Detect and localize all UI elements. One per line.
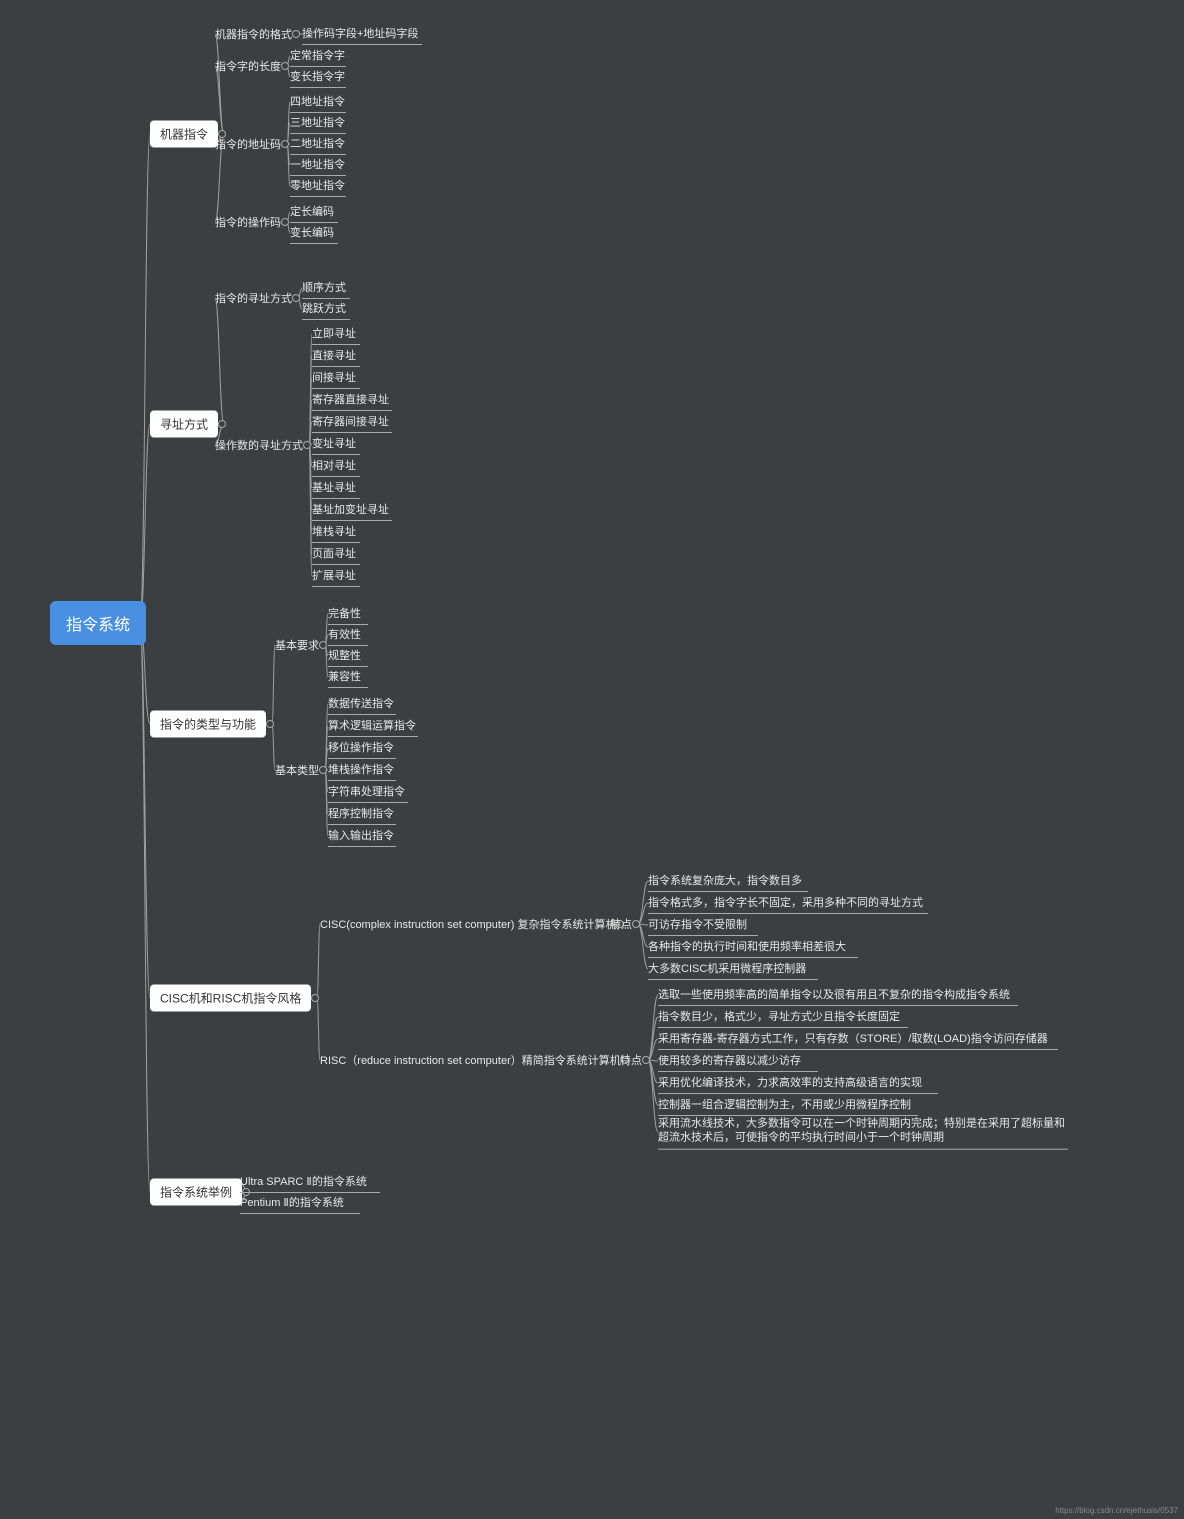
leaf-1-1-7[interactable]: 基址寻址 <box>312 479 360 497</box>
leaf-2-1-3[interactable]: 堆栈操作指令 <box>328 761 396 779</box>
leaf-0-2-1[interactable]: 三地址指令 <box>290 114 346 132</box>
mid-3-1[interactable]: RISC（reduce instruction set computer）精简指… <box>320 1052 621 1068</box>
leaf-3-1-1[interactable]: 指令数目少，格式少，寻址方式少且指令长度固定 <box>658 1008 908 1026</box>
node-dot <box>632 920 640 928</box>
leaf-1-1-4[interactable]: 寄存器间接寻址 <box>312 413 392 431</box>
leaf-2-0-2[interactable]: 规整性 <box>328 647 368 665</box>
leaf-1-1-5[interactable]: 变址寻址 <box>312 435 360 453</box>
leaf-1-1-11[interactable]: 扩展寻址 <box>312 567 360 585</box>
leaf-2-1-2[interactable]: 移位操作指令 <box>328 739 396 757</box>
leaf-0-1-1[interactable]: 变长指令字 <box>290 68 346 86</box>
leaf-1-1-9[interactable]: 堆栈寻址 <box>312 523 360 541</box>
leaf-0-3-1[interactable]: 变长编码 <box>290 224 338 242</box>
branch-2[interactable]: 指令的类型与功能 <box>150 711 266 738</box>
leaf-2-1-5[interactable]: 程序控制指令 <box>328 805 396 823</box>
watermark: https://blog.csdn.cn/ejethusis/0537 <box>1055 1506 1178 1515</box>
mid-2-1[interactable]: 基本类型 <box>275 762 319 778</box>
node-dot <box>218 420 226 428</box>
leaf-1-1-8[interactable]: 基址加变址寻址 <box>312 501 392 519</box>
node-dot <box>281 218 289 226</box>
leaf-0-2-3[interactable]: 一地址指令 <box>290 156 346 174</box>
branch-0[interactable]: 机器指令 <box>150 121 218 148</box>
leaf-2-1-4[interactable]: 字符串处理指令 <box>328 783 408 801</box>
leaf-3-1-3[interactable]: 使用较多的寄存器以减少访存 <box>658 1052 818 1070</box>
leaf-3-1-6[interactable]: 采用流水线技术，大多数指令可以在一个时钟周期内完成；特别是在采用了超标量和超流水… <box>658 1117 1068 1148</box>
leaf-4-0-1[interactable]: Pentium Ⅱ的指令系统 <box>240 1194 360 1212</box>
branch-1[interactable]: 寻址方式 <box>150 411 218 438</box>
leaf-2-1-0[interactable]: 数据传送指令 <box>328 695 396 713</box>
leaf-2-0-0[interactable]: 完备性 <box>328 605 368 623</box>
node-dot <box>319 641 327 649</box>
leaf-1-1-2[interactable]: 间接寻址 <box>312 369 360 387</box>
leaf-0-0-0[interactable]: 操作码字段+地址码字段 <box>302 25 422 43</box>
root-node[interactable]: 指令系统 <box>50 601 146 645</box>
node-dot <box>266 720 274 728</box>
branch-3[interactable]: CISC机和RISC机指令风格 <box>150 985 311 1012</box>
leaf-0-2-2[interactable]: 二地址指令 <box>290 135 346 153</box>
sub-3-0[interactable]: 特点 <box>610 916 632 932</box>
branch-4[interactable]: 指令系统举例 <box>150 1179 242 1206</box>
sub-3-1[interactable]: 特点 <box>620 1052 642 1068</box>
leaf-3-0-1[interactable]: 指令格式多，指令字长不固定，采用多种不同的寻址方式 <box>648 894 928 912</box>
leaf-1-1-6[interactable]: 相对寻址 <box>312 457 360 475</box>
node-dot <box>281 140 289 148</box>
mid-1-1[interactable]: 操作数的寻址方式 <box>215 437 303 453</box>
node-dot <box>311 994 319 1002</box>
leaf-3-0-3[interactable]: 各种指令的执行时间和使用频率相差很大 <box>648 938 858 956</box>
leaf-3-1-2[interactable]: 采用寄存器-寄存器方式工作，只有存数（STORE）/取数(LOAD)指令访问存储… <box>658 1030 1058 1048</box>
leaf-2-1-6[interactable]: 输入输出指令 <box>328 827 396 845</box>
leaf-1-1-3[interactable]: 寄存器直接寻址 <box>312 391 392 409</box>
mid-3-0[interactable]: CISC(complex instruction set computer) 复… <box>320 916 616 932</box>
node-dot <box>292 30 300 38</box>
leaf-3-0-4[interactable]: 大多数CISC机采用微程序控制器 <box>648 960 818 978</box>
leaf-1-0-0[interactable]: 顺序方式 <box>302 279 350 297</box>
mid-1-0[interactable]: 指令的寻址方式 <box>215 290 292 306</box>
leaf-2-0-1[interactable]: 有效性 <box>328 626 368 644</box>
leaf-3-1-0[interactable]: 选取一些使用频率高的简单指令以及很有用且不复杂的指令构成指令系统 <box>658 986 1018 1004</box>
leaf-0-1-0[interactable]: 定常指令字 <box>290 47 346 65</box>
leaf-0-2-0[interactable]: 四地址指令 <box>290 93 346 111</box>
mid-0-3[interactable]: 指令的操作码 <box>215 214 281 230</box>
leaf-3-0-2[interactable]: 可访存指令不受限制 <box>648 916 758 934</box>
leaf-1-1-0[interactable]: 立即寻址 <box>312 325 360 343</box>
leaf-1-1-1[interactable]: 直接寻址 <box>312 347 360 365</box>
leaf-1-0-1[interactable]: 跳跃方式 <box>302 300 350 318</box>
node-dot <box>642 1056 650 1064</box>
leaf-4-0-0[interactable]: Ultra SPARC Ⅱ的指令系统 <box>240 1173 380 1191</box>
node-dot <box>319 766 327 774</box>
mid-0-0[interactable]: 机器指令的格式 <box>215 26 292 42</box>
node-dot <box>303 441 311 449</box>
mid-0-2[interactable]: 指令的地址码 <box>215 136 281 152</box>
leaf-3-1-4[interactable]: 采用优化编译技术，力求高效率的支持高级语言的实现 <box>658 1074 938 1092</box>
mid-0-1[interactable]: 指令字的长度 <box>215 58 281 74</box>
node-dot <box>281 62 289 70</box>
leaf-1-1-10[interactable]: 页面寻址 <box>312 545 360 563</box>
leaf-2-1-1[interactable]: 算术逻辑运算指令 <box>328 717 418 735</box>
node-dot <box>292 294 300 302</box>
leaf-3-1-5[interactable]: 控制器一组合逻辑控制为主，不用或少用微程序控制 <box>658 1096 918 1114</box>
leaf-0-2-4[interactable]: 零地址指令 <box>290 177 346 195</box>
mid-2-0[interactable]: 基本要求 <box>275 637 319 653</box>
leaf-0-3-0[interactable]: 定长编码 <box>290 203 338 221</box>
leaf-2-0-3[interactable]: 兼容性 <box>328 668 368 686</box>
leaf-3-0-0[interactable]: 指令系统复杂庞大，指令数目多 <box>648 872 808 890</box>
